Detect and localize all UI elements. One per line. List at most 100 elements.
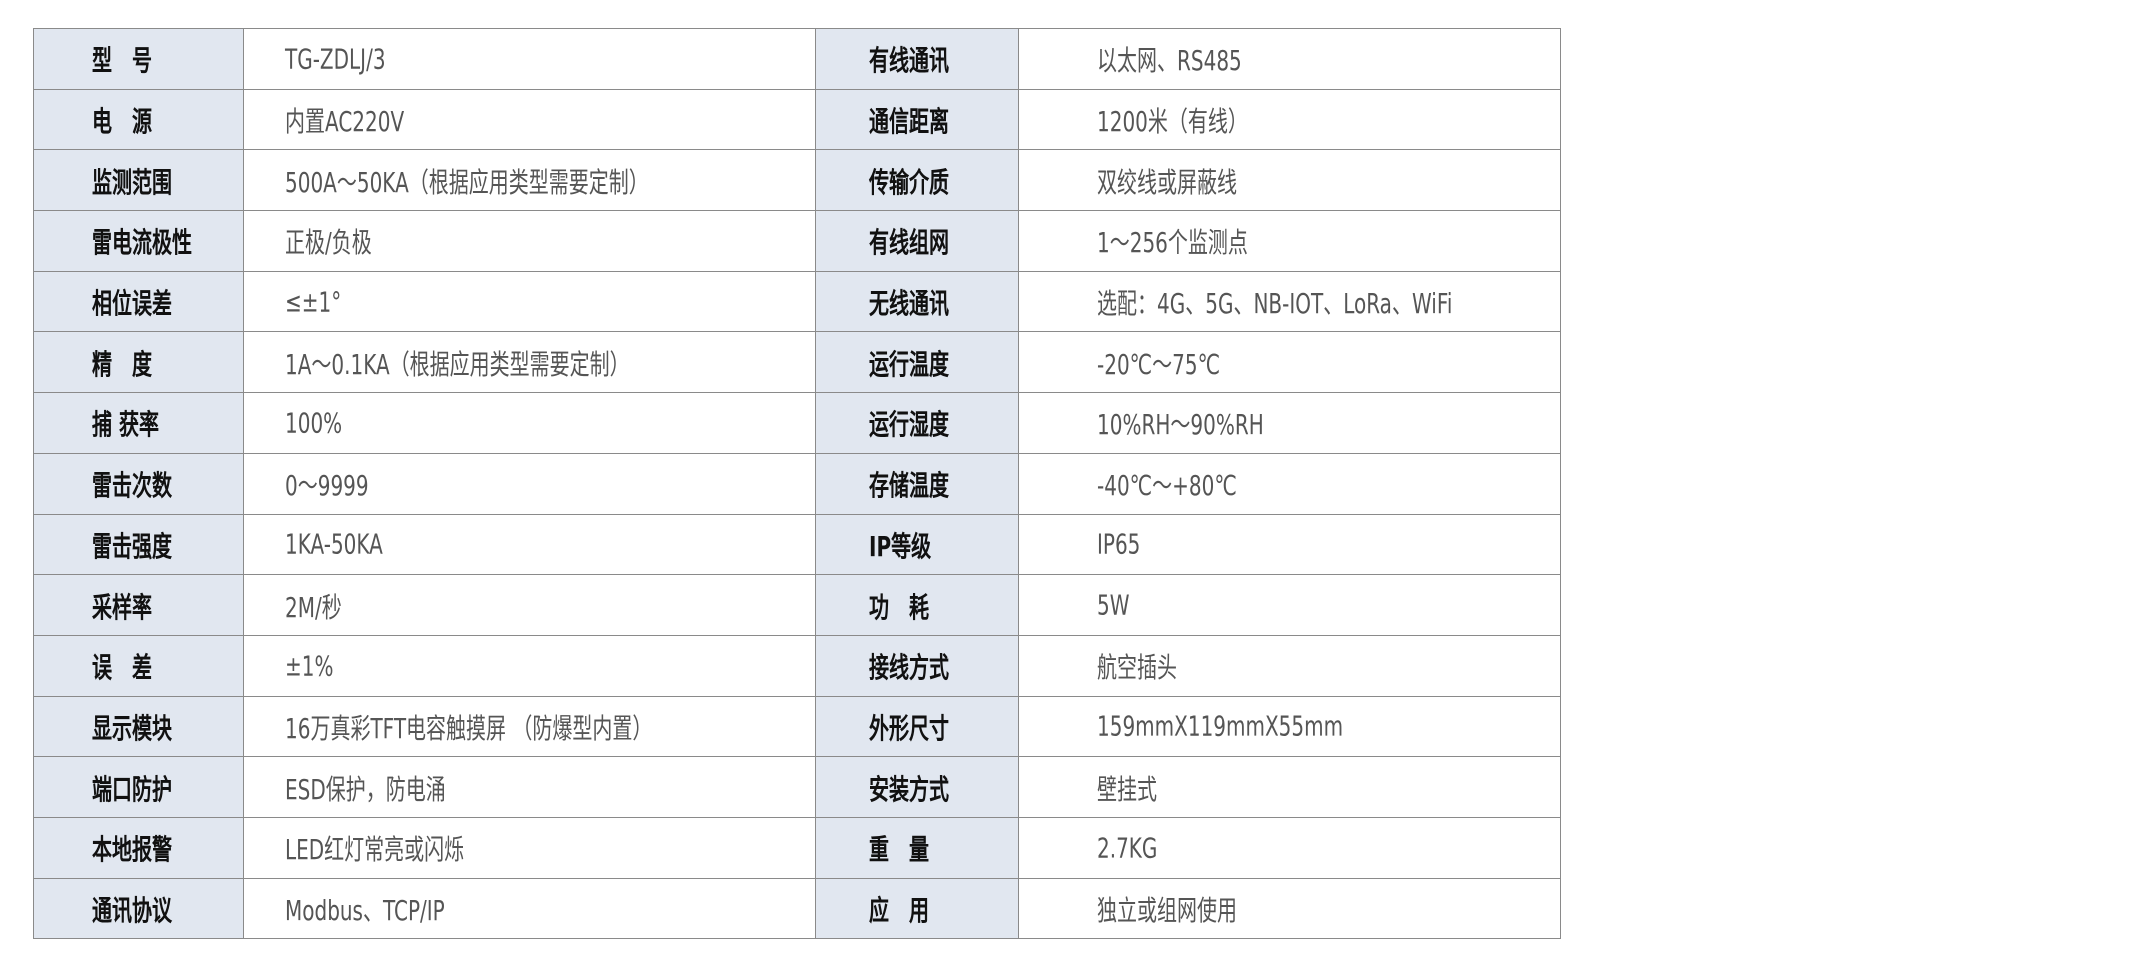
spec-label-cell: 无线通讯 [815,270,1019,333]
spec-value-cell: 2.7KG [1018,816,1561,879]
spec-value-cell: 5W [1018,574,1561,636]
spec-label-cell: 捕 获率 [33,392,244,454]
spec-label-cell: 通讯协议 [33,877,244,940]
spec-value-cell: Modbus、TCP/IP [243,877,816,940]
spec-value: ≤±1° [285,285,342,319]
spec-label: 有线组网 [869,226,949,260]
spec-value-cell: 1～256个监测点 [1018,210,1561,272]
spec-value-cell: 159mmX119mmX55mm [1018,695,1561,758]
spec-label: 雷电流极性 [92,226,192,260]
spec-value: 双绞线或屏蔽线 [1097,165,1237,199]
spec-row: 端口防护 ESD保护，防电涌 安装方式 壁挂式 [33,756,1561,818]
spec-value-cell: 100% [243,392,816,454]
spec-label-cell: 有线组网 [815,210,1019,272]
spec-value-cell: ±1% [243,634,816,697]
spec-value-cell: 航空插头 [1018,634,1561,697]
spec-value-cell: -20℃～75℃ [1018,331,1561,394]
spec-value-cell: 10%RH～90%RH [1018,392,1561,454]
spec-label-cell: 采样率 [33,574,244,636]
spec-label: 接线方式 [869,651,949,685]
spec-label-cell: 有线通讯 [815,28,1019,90]
spec-value: 1200米（有线） [1097,105,1248,139]
spec-row: 精 度 1A～0.1KA（根据应用类型需要定制） 运行温度 -20℃～75℃ [33,331,1561,394]
spec-label: 采样率 [92,590,152,624]
spec-label-cell: 电 源 [33,88,244,151]
spec-label: 监测范围 [92,165,172,199]
spec-value: 内置AC220V [285,105,405,139]
spec-value: 500A～50KA（根据应用类型需要定制） [285,165,649,199]
spec-label-cell: 精 度 [33,331,244,394]
spec-row: 通讯协议 Modbus、TCP/IP 应 用 独立或组网使用 [33,877,1561,940]
spec-value-cell: 选配：4G、5G、NB-IOT、LoRa、WiFi [1018,270,1561,333]
spec-value-cell: 独立或组网使用 [1018,877,1561,940]
spec-label: 雷击次数 [92,469,172,503]
spec-label: 有线通讯 [869,44,949,78]
spec-value-cell: 1KA-50KA [243,513,816,576]
spec-label: 误 差 [92,651,152,685]
spec-label: 端口防护 [92,772,172,806]
spec-label: 精 度 [92,347,152,381]
spec-label-cell: 功 耗 [815,574,1019,636]
spec-label-cell: 型 号 [33,28,244,90]
spec-value: IP65 [1097,527,1141,561]
spec-value: 16万真彩TFT电容触摸屏 （防爆型内置） [285,711,653,746]
spec-value: Modbus、TCP/IP [285,893,445,928]
spec-label-cell: 雷击强度 [33,513,244,576]
spec-label: 本地报警 [92,833,172,867]
spec-value-cell: IP65 [1018,513,1561,576]
spec-label: 运行湿度 [869,408,949,442]
spec-value-cell: 壁挂式 [1018,756,1561,818]
spec-value-cell: 以太网、RS485 [1018,28,1561,90]
spec-label: 电 源 [92,105,152,139]
spec-label: 捕 获率 [92,408,159,442]
spec-label-cell: 运行湿度 [815,392,1019,454]
spec-label: 通信距离 [869,105,949,139]
spec-value-cell: 16万真彩TFT电容触摸屏 （防爆型内置） [243,695,816,758]
spec-value-cell: LED红灯常亮或闪烁 [243,816,816,879]
spec-label-cell: 显示模块 [33,695,244,758]
spec-value: -20℃～75℃ [1097,347,1221,381]
spec-value: TG-ZDLJ/3 [285,42,386,76]
spec-value: ESD保护，防电涌 [285,772,446,806]
spec-label-cell: 监测范围 [33,149,244,212]
spec-label-cell: 通信距离 [815,88,1019,151]
spec-label: 传输介质 [869,165,949,199]
spec-value-cell: 1200米（有线） [1018,88,1561,151]
spec-label-cell: 本地报警 [33,816,244,879]
spec-value: 以太网、RS485 [1097,44,1242,78]
spec-label: 相位误差 [92,287,172,321]
spec-value: 壁挂式 [1097,772,1157,806]
spec-value: 2M/秒 [285,590,342,624]
spec-value: 1A～0.1KA（根据应用类型需要定制） [285,347,630,381]
spec-value-cell: 正极/负极 [243,210,816,272]
spec-row: 采样率 2M/秒 功 耗 5W [33,574,1561,636]
spec-row: 雷击强度 1KA-50KA IP等级 IP65 [33,513,1561,576]
spec-label-cell: 存储温度 [815,452,1019,515]
spec-label-cell: 误 差 [33,634,244,697]
spec-label: 应 用 [869,893,929,928]
spec-label: 显示模块 [92,711,172,746]
spec-label-cell: 传输介质 [815,149,1019,212]
spec-label: IP等级 [869,529,932,563]
spec-value: 航空插头 [1097,651,1177,685]
spec-label-cell: 端口防护 [33,756,244,818]
spec-label-cell: 安装方式 [815,756,1019,818]
spec-label: 存储温度 [869,469,949,503]
spec-value: 正极/负极 [285,226,372,260]
spec-value: ±1% [285,649,334,683]
spec-value-cell: 2M/秒 [243,574,816,636]
spec-row: 捕 获率 100% 运行湿度 10%RH～90%RH [33,392,1561,454]
spec-label-cell: IP等级 [815,513,1019,576]
spec-label: 型 号 [92,44,152,78]
spec-value-cell: 双绞线或屏蔽线 [1018,149,1561,212]
spec-value: -40℃～+80℃ [1097,469,1237,503]
spec-label-cell: 雷电流极性 [33,210,244,272]
spec-label: 重 量 [869,833,929,867]
spec-label: 运行温度 [869,347,949,381]
spec-value-cell: 1A～0.1KA（根据应用类型需要定制） [243,331,816,394]
spec-row: 显示模块 16万真彩TFT电容触摸屏 （防爆型内置） 外形尺寸 159mmX119mm… [33,695,1561,758]
spec-row: 雷电流极性 正极/负极 有线组网 1～256个监测点 [33,210,1561,272]
spec-value: 2.7KG [1097,831,1158,865]
spec-value: 1～256个监测点 [1097,226,1248,260]
spec-row: 雷击次数 0～9999 存储温度 -40℃～+80℃ [33,452,1561,515]
